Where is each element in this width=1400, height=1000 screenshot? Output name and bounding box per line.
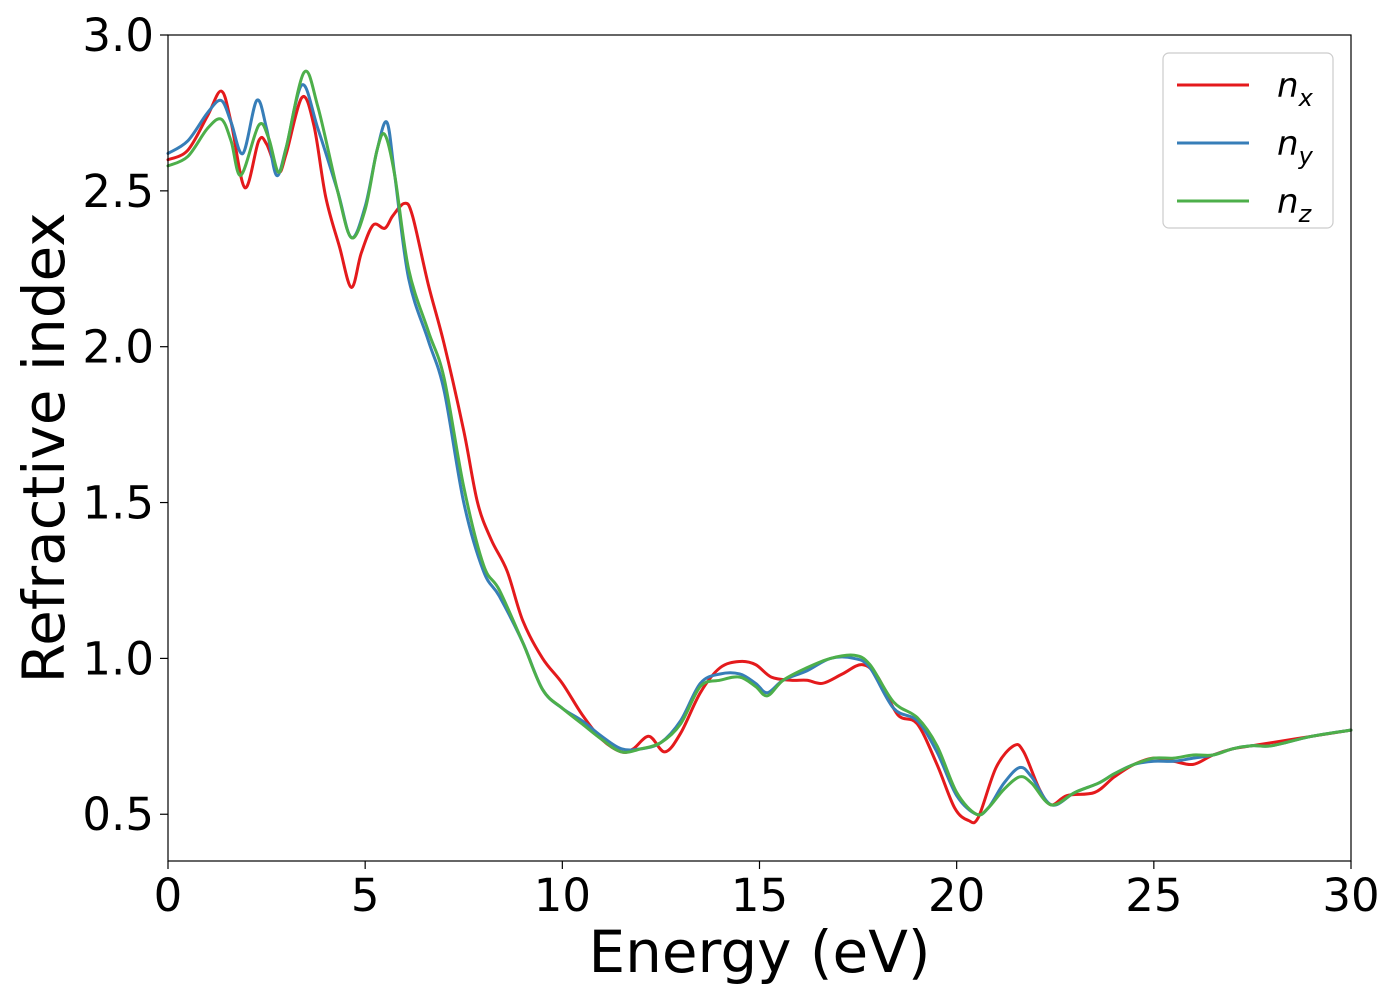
y-tick-label: 1.0 [82, 632, 154, 685]
legend-label-subscript: z [1298, 200, 1313, 228]
series-line-nx [166, 89, 1353, 825]
x-axis-label: Energy (eV) [588, 918, 930, 986]
x-tick-label: 5 [351, 869, 380, 922]
y-tick-label: 1.5 [82, 477, 154, 530]
y-axis-ticks: 0.5 1.0 1.5 2.0 2.5 3.0 [82, 9, 168, 841]
series-line-nz [166, 69, 1353, 817]
legend-box [1162, 52, 1334, 229]
y-tick-label: 2.5 [82, 165, 154, 218]
legend-label-subscript: x [1298, 84, 1314, 112]
y-tick-label: 3.0 [82, 9, 154, 62]
y-axis-label: Refractive index [10, 212, 78, 683]
legend-label-nz: nz [1277, 182, 1313, 228]
x-tick-label: 15 [731, 869, 788, 922]
y-tick-label: 0.5 [82, 788, 154, 841]
legend-label-base: n [1277, 124, 1299, 164]
series-layer [166, 69, 1353, 825]
x-tick-label: 30 [1322, 869, 1379, 922]
legend-label-base: n [1277, 182, 1299, 222]
x-tick-label: 10 [534, 869, 591, 922]
legend-label-ny: ny [1277, 124, 1314, 170]
y-tick-label: 2.0 [82, 321, 154, 374]
legend-label-base: n [1277, 66, 1299, 106]
x-axis-ticks: 0 5 10 15 20 25 30 [154, 861, 1380, 922]
legend-label-nx: nx [1277, 66, 1314, 112]
legend-label-subscript: y [1298, 142, 1314, 170]
x-tick-label: 0 [154, 869, 183, 922]
x-tick-label: 25 [1125, 869, 1182, 922]
x-tick-label: 20 [928, 869, 985, 922]
